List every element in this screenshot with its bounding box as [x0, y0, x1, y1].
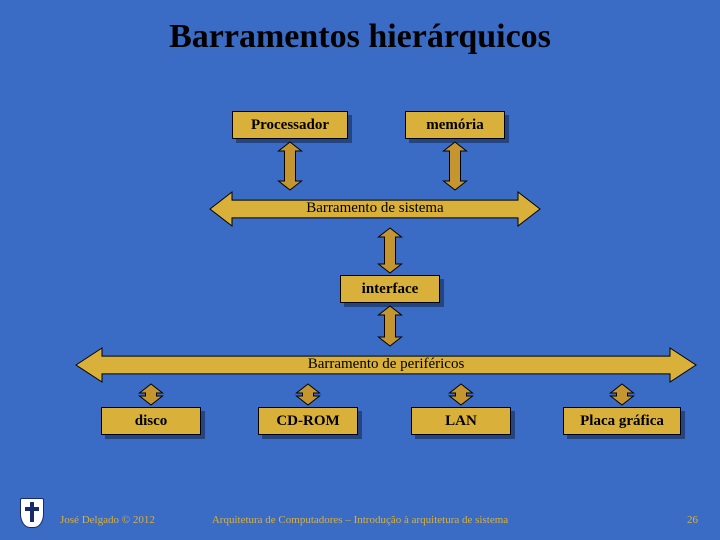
footer-subtitle: Arquitetura de Computadores – Introdução…	[0, 514, 720, 526]
footer-page-number: 26	[687, 514, 698, 526]
vertical-arrows	[0, 0, 720, 540]
